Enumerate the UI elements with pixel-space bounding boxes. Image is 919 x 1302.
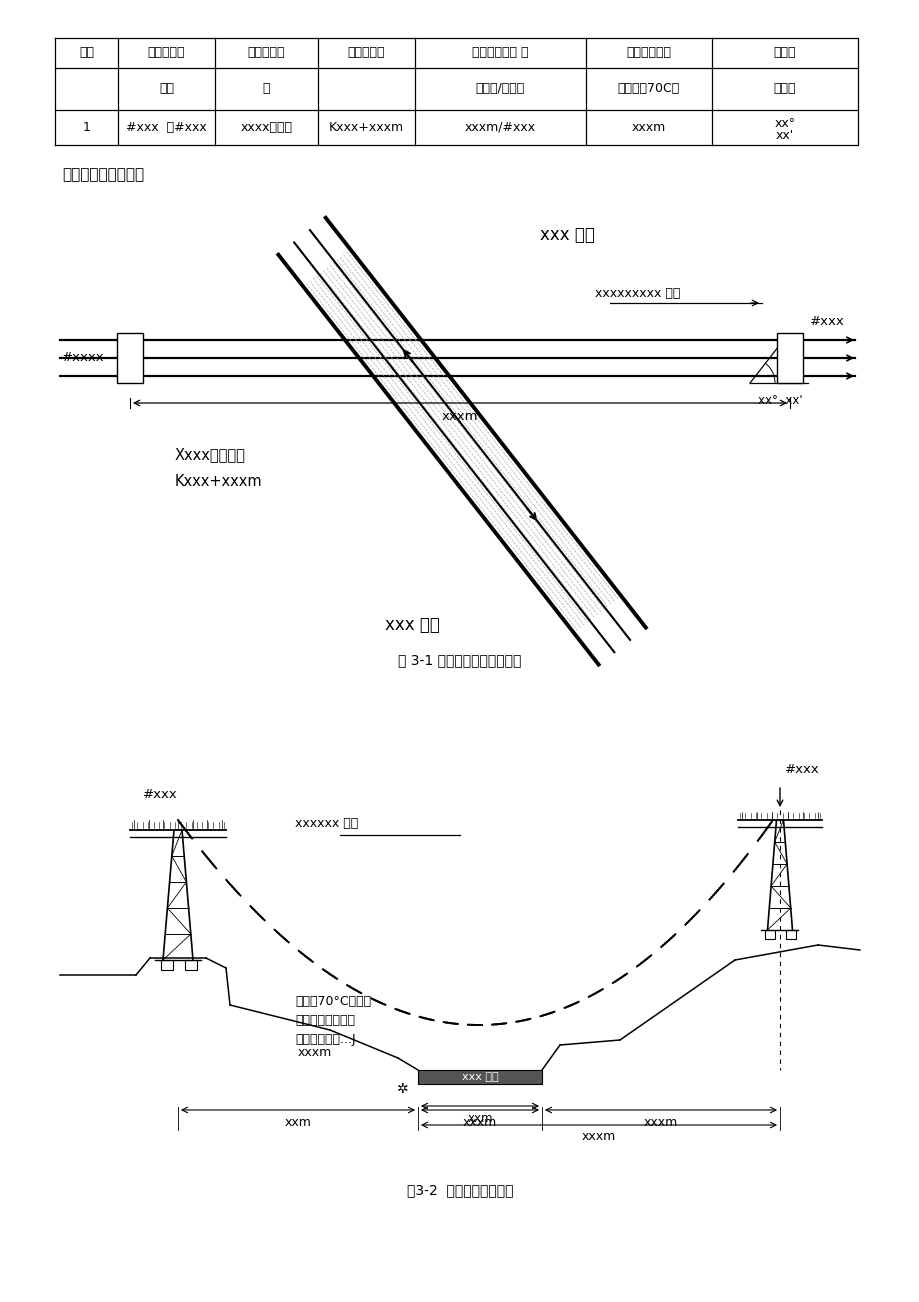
Text: xxxxxx 线路: xxxxxx 线路 (295, 816, 357, 829)
Text: xx°  xx': xx° xx' (757, 395, 801, 408)
Bar (786, 930, 796, 939)
Text: 图3-2  交叉点现场断面图: 图3-2 交叉点现场断面图 (406, 1184, 513, 1197)
Text: #xxx  ～#xxx: #xxx ～#xxx (126, 121, 207, 134)
Text: ✲: ✲ (397, 1082, 408, 1096)
Text: Kxxx+xxxm: Kxxx+xxxm (175, 474, 262, 490)
Text: xxm: xxm (284, 1116, 312, 1129)
Text: xxxm: xxxm (298, 1046, 332, 1059)
Text: 被跨越物名: 被跨越物名 (247, 47, 285, 60)
Text: xxxm: xxxm (631, 121, 665, 134)
Text: 运行至70°C时，导
线弧垂最低点距路
面的垂直距离...J: 运行至70°C时，导 线弧垂最低点距路 面的垂直距离...J (295, 995, 370, 1046)
Text: #xxx: #xxx (142, 789, 177, 802)
Text: 图 3-1 交叉跨越点现场平面图: 图 3-1 交叉跨越点现场平面图 (398, 654, 521, 667)
Text: #xxx: #xxx (784, 763, 819, 776)
Text: xxx 方向: xxx 方向 (384, 616, 439, 634)
Text: xxxm: xxxm (581, 1130, 616, 1143)
Text: #xxxx: #xxxx (62, 352, 105, 365)
Text: 物高度（70C）: 物高度（70C） (618, 82, 679, 95)
Text: Kxxx+xxxm: Kxxx+xxxm (329, 121, 403, 134)
Text: 被跨越里程: 被跨越里程 (347, 47, 385, 60)
Text: 称: 称 (263, 82, 270, 95)
Text: 跨越线路杆: 跨越线路杆 (148, 47, 185, 60)
Text: xxxm/#xxx: xxxm/#xxx (464, 121, 536, 134)
Text: 跨越点: 跨越点 (773, 47, 795, 60)
Text: 交叉角: 交叉角 (773, 82, 795, 95)
Text: xx': xx' (775, 129, 793, 142)
Text: xxm: xxm (467, 1112, 493, 1125)
Bar (185, 960, 197, 970)
Text: Xxxx高速公路: Xxxx高速公路 (175, 448, 245, 462)
Text: xxxm: xxxm (462, 1116, 496, 1129)
Text: xxx 方向: xxx 方向 (539, 227, 595, 243)
Text: 平距离/最近塔: 平距离/最近塔 (475, 82, 525, 95)
Bar (777, 333, 802, 383)
Bar (117, 333, 142, 383)
Text: 塔号: 塔号 (159, 82, 174, 95)
Bar (161, 960, 173, 970)
Text: 序号: 序号 (79, 47, 94, 60)
Text: xxxm: xxxm (441, 410, 478, 423)
Text: xx°: xx° (774, 117, 795, 130)
Text: xxxxxxxxx 线路: xxxxxxxxx 线路 (595, 288, 680, 301)
Text: 距铁丝网最小 水: 距铁丝网最小 水 (471, 47, 528, 60)
Text: xxx 高速: xxx 高速 (461, 1072, 498, 1082)
Bar (417, 1070, 541, 1085)
Text: 跨越情况平断面简图: 跨越情况平断面简图 (62, 168, 144, 182)
Bar (765, 930, 775, 939)
Text: 导线到被跨越: 导线到被跨越 (626, 47, 671, 60)
Text: 1: 1 (83, 121, 90, 134)
Text: xxxm: xxxm (643, 1116, 677, 1129)
Text: #xxx: #xxx (809, 315, 844, 328)
Text: xxxx高速路: xxxx高速路 (240, 121, 292, 134)
